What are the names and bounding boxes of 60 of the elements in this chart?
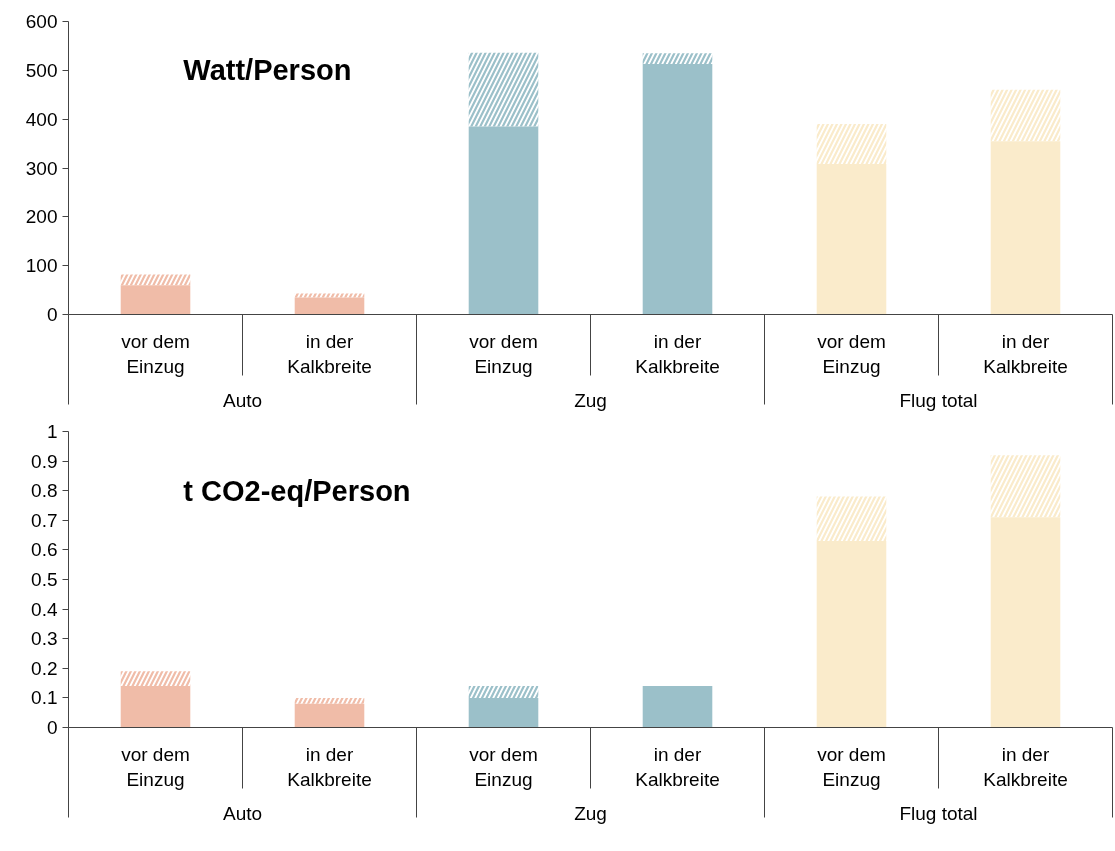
text: Flug total — [899, 389, 978, 411]
bar — [468, 686, 539, 698]
bar — [120, 285, 191, 315]
x-tick-label: vor dem Einzug — [817, 743, 886, 790]
y-tick-label: 0.5 — [31, 569, 58, 590]
bar — [990, 455, 1061, 518]
bar — [816, 164, 887, 315]
bar — [990, 517, 1061, 728]
text: t CO2-eq/Person — [183, 474, 411, 507]
x-tick-label: in der Kalkbreite — [287, 330, 372, 377]
y-tick-label: 400 — [25, 108, 58, 130]
x-tick-label: vor dem Einzug — [469, 330, 538, 377]
bar — [468, 697, 539, 728]
bar — [990, 141, 1061, 315]
x-tick-label: in der Kalkbreite — [983, 743, 1068, 790]
bar — [120, 686, 191, 728]
bar — [120, 671, 191, 687]
bar — [990, 89, 1061, 142]
y-tick-label: 0.4 — [31, 598, 58, 620]
text: Auto — [222, 802, 263, 824]
text: Watt/Person — [183, 54, 352, 87]
y-tick-label: 0.6 — [31, 539, 58, 561]
text: Zug — [574, 389, 607, 411]
x-tick-label: in der Kalkbreite — [635, 330, 720, 377]
y-tick-label: 0.1 — [31, 687, 58, 709]
x-tick-label: vor dem Einzug — [121, 743, 190, 790]
y-tick-label: 0.7 — [31, 509, 58, 531]
x-tick-label: vor dem Einzug — [121, 330, 190, 377]
y-tick-label: 0.8 — [31, 480, 58, 502]
bar — [642, 53, 713, 64]
y-tick-label: 0.3 — [31, 628, 58, 650]
bar — [468, 52, 539, 127]
bar — [294, 697, 365, 704]
y-tick-label: 1 — [46, 421, 58, 442]
y-tick-label: 0 — [46, 717, 58, 738]
bar — [120, 274, 191, 286]
x-tick-label: in der Kalkbreite — [983, 330, 1068, 377]
x-tick-label: vor dem Einzug — [817, 330, 886, 377]
bar — [642, 63, 713, 315]
bar — [294, 297, 365, 315]
bar — [642, 686, 713, 728]
x-tick-label: in der Kalkbreite — [635, 743, 720, 790]
bar — [816, 496, 887, 542]
x-tick-label: in der Kalkbreite — [287, 743, 372, 790]
x-tick-label: vor dem Einzug — [469, 743, 538, 790]
bar — [468, 126, 539, 315]
y-tick-label: 200 — [25, 206, 58, 228]
y-tick-label: 0 — [46, 304, 58, 325]
y-tick-label: 100 — [25, 255, 58, 277]
text: Flug total — [899, 802, 978, 824]
y-tick-label: 0.9 — [31, 450, 58, 472]
bar — [816, 124, 887, 165]
y-tick-label: 300 — [25, 157, 58, 179]
bar — [294, 703, 365, 728]
bar — [816, 541, 887, 728]
y-tick-label: 600 — [25, 11, 58, 32]
text: Auto — [222, 389, 263, 411]
y-tick-label: 500 — [25, 59, 58, 81]
y-tick-label: 0.2 — [31, 657, 58, 679]
text: Zug — [574, 802, 607, 824]
